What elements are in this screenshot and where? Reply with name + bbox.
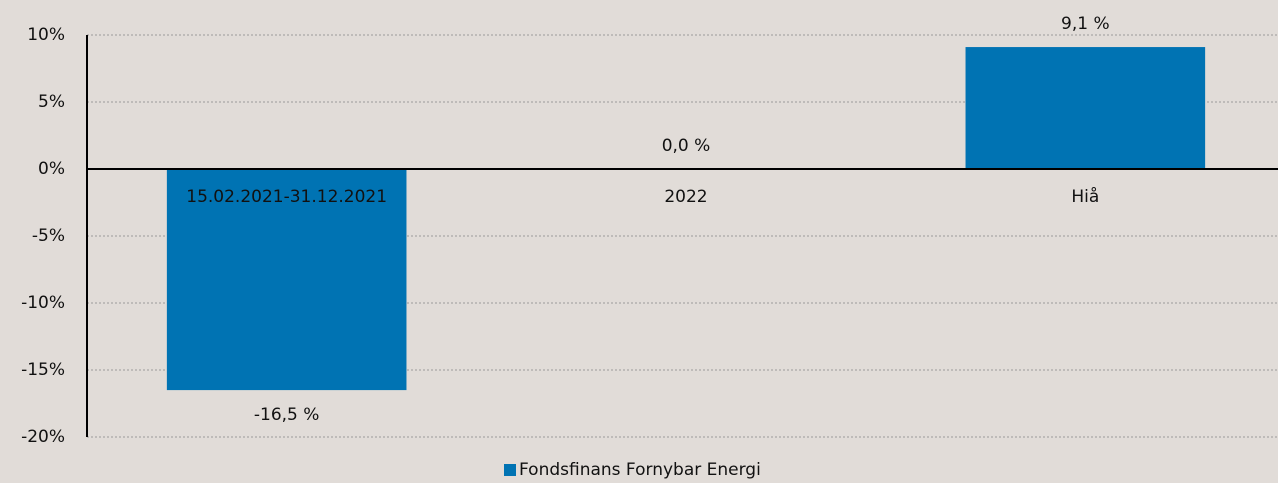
y-tick-label: 5% bbox=[38, 92, 65, 112]
bar bbox=[166, 169, 407, 391]
y-tick-label: -15% bbox=[21, 360, 65, 380]
x-tick-label: Hiå bbox=[1071, 186, 1099, 207]
legend-swatch bbox=[504, 464, 516, 476]
x-tick-label: 15.02.2021-31.12.2021 bbox=[186, 187, 387, 207]
y-tick-label: -10% bbox=[21, 293, 65, 313]
value-label: 0,0 % bbox=[662, 136, 711, 156]
y-tick-label: -20% bbox=[21, 427, 65, 447]
value-label: -16,5 % bbox=[254, 405, 320, 425]
bar bbox=[965, 47, 1206, 170]
y-tick-label: -5% bbox=[32, 226, 65, 246]
legend-label: Fondsfinans Fornybar Energi bbox=[519, 460, 761, 480]
x-tick-label: 2022 bbox=[664, 187, 707, 207]
y-tick-label: 10% bbox=[27, 25, 65, 45]
value-label: 9,1 % bbox=[1061, 14, 1110, 34]
y-tick-label: 0% bbox=[38, 159, 65, 179]
